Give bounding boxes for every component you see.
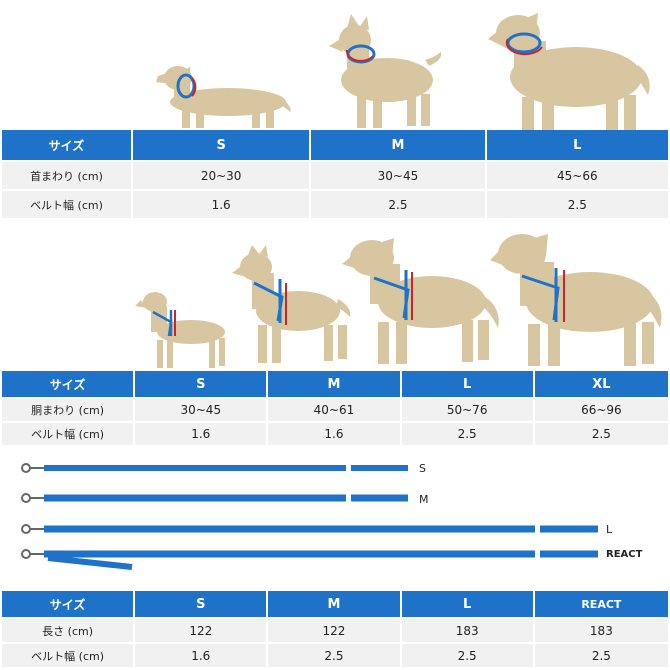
- leash-label-s: S: [419, 462, 426, 475]
- leash-label-react: REACT: [606, 549, 643, 560]
- row-label: 首まわり (cm): [2, 162, 131, 189]
- harness-size-table: サイズ S M L XL 胴まわり (cm) 30~45 40~61 50~76…: [0, 369, 670, 447]
- collar-icon: [345, 44, 376, 64]
- leash-illustrations: [0, 455, 670, 575]
- dog-silhouette-icon: [135, 292, 225, 368]
- collar-icon: [176, 73, 197, 99]
- size-s-header: S: [135, 371, 267, 397]
- table-cell: 1.6: [268, 423, 400, 445]
- table-cell: 30~45: [135, 399, 267, 421]
- dog-silhouette-icon: [488, 13, 650, 137]
- table-cell: 1.6: [132, 191, 310, 218]
- size-header-label: サイズ: [2, 130, 131, 160]
- row-label: ベルト幅 (cm): [2, 423, 134, 445]
- table-cell: 1.6: [135, 644, 267, 667]
- table-row: 長さ (cm) 122 122 183 183: [2, 619, 668, 642]
- row-label: ベルト幅 (cm): [2, 191, 131, 218]
- table-cell: 2.5: [268, 644, 400, 667]
- leash-clip-icon: [21, 549, 44, 559]
- leash-clip-icon: [21, 463, 44, 473]
- size-xl-header: XL: [534, 371, 668, 397]
- collar-dog-small: [150, 50, 295, 130]
- table-cell: 2.5: [401, 423, 533, 445]
- table-cell: 2.5: [401, 644, 533, 667]
- table-cell: 66~96: [534, 399, 668, 421]
- table-cell: 183: [401, 619, 533, 642]
- size-m-header: M: [311, 130, 485, 160]
- table-cell: 2.5: [311, 191, 485, 218]
- table-cell: 45~66: [486, 162, 668, 189]
- size-s-header: S: [135, 591, 267, 617]
- table-cell: 122: [268, 619, 400, 642]
- table-row: ベルト幅 (cm) 1.6 1.6 2.5 2.5: [2, 423, 668, 445]
- leash-label-l: L: [606, 523, 613, 536]
- table-cell: 20~30: [132, 162, 310, 189]
- leash-clip-icon: [21, 493, 44, 503]
- table-cell: 2.5: [534, 644, 668, 667]
- size-l-header: L: [486, 130, 668, 160]
- leash-clip-icon: [21, 524, 44, 534]
- table-cell: 30~45: [311, 162, 485, 189]
- table-cell: 183: [534, 619, 668, 642]
- leash-react: [21, 549, 598, 570]
- harness-dog-small: [135, 290, 235, 370]
- harness-icon: [152, 310, 173, 337]
- row-label: 長さ (cm): [2, 619, 134, 642]
- leash-l: [21, 524, 598, 534]
- size-m-header: M: [268, 591, 400, 617]
- dog-silhouette-icon: [490, 234, 662, 366]
- table-header-row: サイズ S M L REACT: [2, 591, 668, 617]
- harness-icon: [253, 279, 284, 323]
- size-s-header: S: [132, 130, 310, 160]
- leash-size-table: サイズ S M L REACT 長さ (cm) 122 122 183 183 …: [0, 589, 670, 669]
- size-m-header: M: [268, 371, 400, 397]
- table-header-row: サイズ S M L: [2, 130, 668, 160]
- table-cell: 2.5: [534, 423, 668, 445]
- table-row: 首まわり (cm) 20~30 30~45 45~66: [2, 162, 668, 189]
- dog-silhouette-icon: [156, 66, 291, 128]
- size-l-header: L: [401, 591, 533, 617]
- collar-size-table: サイズ S M L 首まわり (cm) 20~30 30~45 45~66 ベル…: [0, 128, 670, 220]
- table-row: 胴まわり (cm) 30~45 40~61 50~76 66~96: [2, 399, 668, 421]
- row-label: ベルト幅 (cm): [2, 644, 134, 667]
- table-cell: 40~61: [268, 399, 400, 421]
- harness-icon: [373, 270, 410, 320]
- table-cell: 1.6: [135, 423, 267, 445]
- table-row: ベルト幅 (cm) 1.6 2.5 2.5: [2, 191, 668, 218]
- dog-silhouette-icon: [232, 245, 351, 363]
- harness-icon: [521, 268, 560, 322]
- size-l-header: L: [401, 371, 533, 397]
- collar-dog-medium: [325, 10, 445, 130]
- size-header-label: サイズ: [2, 371, 134, 397]
- table-cell: 122: [135, 619, 267, 642]
- row-label: 胴まわり (cm): [2, 399, 134, 421]
- table-cell: 50~76: [401, 399, 533, 421]
- leash-s: [21, 463, 408, 473]
- dog-silhouette-icon: [329, 14, 442, 128]
- size-header-label: サイズ: [2, 591, 134, 617]
- table-row: ベルト幅 (cm) 1.6 2.5 2.5 2.5: [2, 644, 668, 667]
- leash-label-m: M: [419, 493, 429, 506]
- leash-m: [21, 493, 408, 503]
- table-cell: 2.5: [486, 191, 668, 218]
- harness-dog-xl: [490, 228, 665, 368]
- collar-dog-large: [488, 5, 653, 140]
- harness-dog-large: [342, 232, 502, 367]
- dog-silhouette-icon: [342, 238, 499, 364]
- collar-icon: [505, 32, 543, 56]
- size-react-header: REACT: [534, 591, 668, 617]
- table-header-row: サイズ S M L XL: [2, 371, 668, 397]
- harness-dog-medium: [232, 245, 357, 365]
